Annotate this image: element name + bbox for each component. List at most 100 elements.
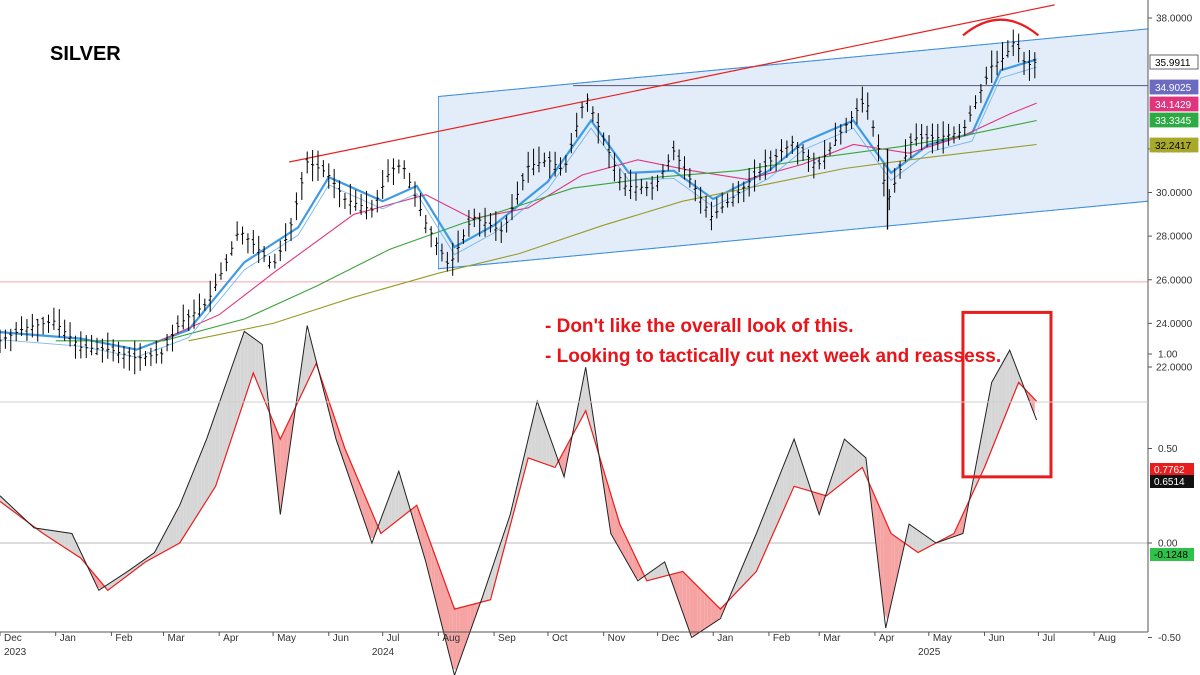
price-bar <box>585 93 590 112</box>
oscillator-fill-segment <box>327 395 331 418</box>
top-arc <box>962 18 1040 37</box>
price-bar <box>348 183 352 215</box>
price-bar <box>871 120 875 137</box>
price-bar <box>558 157 563 176</box>
price-bar <box>181 304 185 330</box>
oscillator-fill-segment <box>1006 350 1010 414</box>
oscillator-fill-segment <box>549 436 554 467</box>
price-bar <box>284 223 288 252</box>
oscillator-fill-segment <box>912 526 917 552</box>
oscillator-fill-segment <box>639 565 644 580</box>
oscillator-fill-segment <box>183 487 187 538</box>
price-bar <box>90 334 94 356</box>
price-bar <box>666 154 670 171</box>
price-bar <box>1033 52 1037 79</box>
oscillator-fill-segment <box>733 580 737 596</box>
price-bar <box>478 212 482 237</box>
price-bar <box>359 193 363 215</box>
oscillator-slow-line <box>0 361 1038 610</box>
price-bar <box>14 322 18 342</box>
oscillator-fill-segment <box>786 448 791 503</box>
price-bar <box>154 340 158 364</box>
price-bar <box>596 113 600 144</box>
oscillator-fill-segment <box>258 341 263 395</box>
oscillator-fill-segment <box>876 500 881 582</box>
osc-y-tick-label-1: 0.00 <box>1158 539 1178 550</box>
price-bar <box>752 159 757 192</box>
resistance-line <box>289 4 1055 163</box>
oscillator-fill-segment <box>636 558 640 580</box>
oscillator-fill-segment <box>980 420 985 476</box>
price-bar <box>494 211 498 241</box>
oscillator-fill-segment <box>1016 368 1021 387</box>
x-tick-label-10: Oct <box>552 633 568 644</box>
oscillator-fill-segment <box>955 521 960 537</box>
oscillator-fill-segment <box>212 413 216 492</box>
price-bar <box>909 133 913 158</box>
price-bar <box>682 156 687 180</box>
oscillator-fill-segment <box>693 582 698 637</box>
oscillator-fill-segment <box>513 484 518 512</box>
price-bar <box>580 101 584 119</box>
oscillator-fill-segment <box>244 331 248 400</box>
x-tick-label-14: Feb <box>773 633 791 644</box>
oscillator-fill-segment <box>147 555 151 561</box>
oscillator-fill-segment <box>718 607 723 620</box>
ma-pink-line <box>154 102 1037 344</box>
oscillator-fill-segment <box>71 533 76 555</box>
oscillator-fill-segment <box>883 517 888 621</box>
price-bar <box>925 125 929 147</box>
oscillator-fill-segment <box>194 461 198 521</box>
oscillator-fill-segment <box>240 331 245 411</box>
oscillator-fill-segment <box>977 439 981 483</box>
price-bar <box>618 168 622 191</box>
price-bar <box>515 181 520 205</box>
price-bar <box>213 273 218 291</box>
oscillator-fill-segment <box>510 499 514 526</box>
price-bar <box>429 226 433 248</box>
price-bar <box>828 142 832 156</box>
oscillator-fill-segment <box>754 529 759 574</box>
oscillator-fill-segment <box>675 572 680 603</box>
oscillator-fill-segment <box>1031 395 1035 416</box>
x-tick-label-2: Feb <box>115 633 133 644</box>
oscillator-fill-segment <box>772 484 777 535</box>
price-bar <box>699 186 703 214</box>
oscillator-fill-segment <box>442 574 446 640</box>
oscillator-fill-segment <box>230 362 234 444</box>
price-bar <box>968 105 972 122</box>
oscillator-fill-segment <box>57 531 62 546</box>
price-bar <box>882 163 886 197</box>
oscillator-fill-segment <box>179 496 184 543</box>
oscillator-fill-segment <box>736 571 741 593</box>
price-bar <box>963 119 967 137</box>
oscillator-fill-segment <box>628 543 633 572</box>
oscillator-fill-segment <box>337 427 342 455</box>
price-bar <box>979 83 983 104</box>
price-bar <box>197 293 202 317</box>
oscillator-fill-segment <box>402 483 406 517</box>
year-label-0: 2023 <box>4 647 27 658</box>
oscillator-fill-segment <box>456 607 460 671</box>
oscillator-fill-segment <box>431 544 435 598</box>
oscillator-fill-segment <box>237 341 241 422</box>
oscillator-fill-segment <box>776 475 780 527</box>
price-bar <box>79 331 83 359</box>
price-bar <box>521 173 525 191</box>
price-bar <box>564 155 568 173</box>
oscillator-fill-segment <box>247 334 252 390</box>
price-bar <box>68 322 72 347</box>
price-bar <box>575 112 579 138</box>
price-y-tick-label-6: 38.0000 <box>1156 14 1193 25</box>
price-bar <box>240 226 245 245</box>
price-bar <box>941 121 945 154</box>
oscillator-fill-segment <box>697 585 701 634</box>
oscillator-fill-segment <box>833 460 838 491</box>
price-bar <box>704 195 708 218</box>
oscillator-fill-segment <box>560 450 565 477</box>
price-bar <box>262 245 266 263</box>
oscillator-fill-segment <box>650 569 654 580</box>
price-bar <box>52 307 56 331</box>
price-bar <box>957 123 961 140</box>
price-bar <box>569 132 573 154</box>
